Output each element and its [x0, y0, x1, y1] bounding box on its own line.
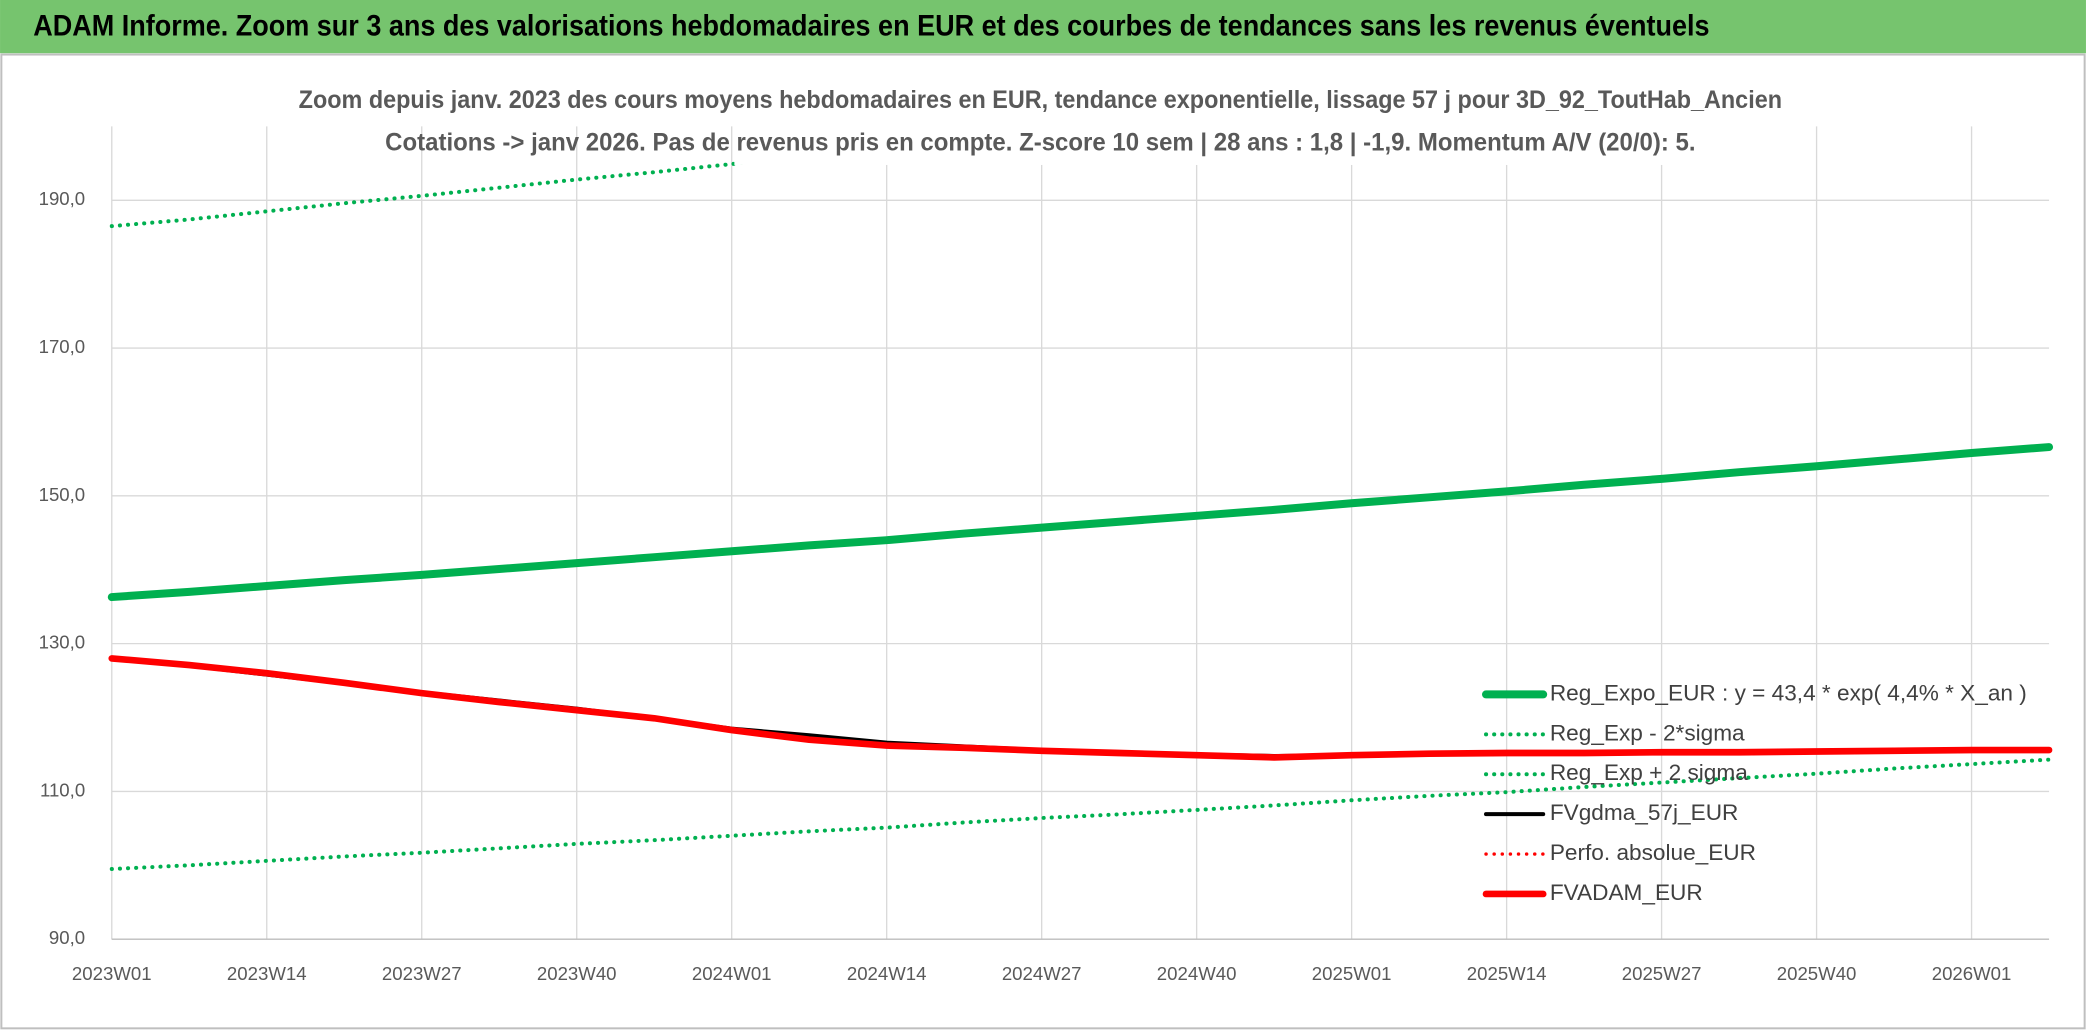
legend-label: Reg_Expo_EUR : y = 43,4 * exp( 4,4% * X_…	[1550, 680, 2027, 705]
x-tick-label: 2023W27	[382, 963, 462, 984]
series-line	[108, 655, 2053, 761]
x-tick-label: 2024W14	[847, 963, 927, 984]
x-tick-label: 2026W01	[1932, 963, 2012, 984]
y-tick-label: 190,0	[39, 188, 86, 209]
y-tick-label: 90,0	[49, 927, 85, 948]
x-tick-label: 2025W27	[1622, 963, 1702, 984]
legend: Reg_Expo_EUR : y = 43,4 * exp( 4,4% * X_…	[1482, 680, 2027, 905]
series	[108, 655, 2053, 761]
x-tick-label: 2025W40	[1777, 963, 1857, 984]
y-tick-label: 150,0	[39, 484, 86, 505]
x-tick-label: 2023W40	[537, 963, 617, 984]
series-line	[107, 443, 2054, 602]
x-tick-label: 2023W14	[227, 963, 307, 984]
y-tick-label: 110,0	[40, 779, 85, 800]
legend-label: FVgdma_57j_EUR	[1550, 800, 1739, 825]
chart-title: Zoom depuis janv. 2023 des cours moyens …	[299, 86, 1782, 114]
title-backdrop	[734, 77, 1788, 165]
x-tick-label: 2023W01	[72, 963, 152, 984]
series	[107, 443, 2054, 602]
x-tick-label: 2025W01	[1312, 963, 1392, 984]
chart-frame	[0, 53, 2086, 1030]
x-tick-label: 2024W27	[1002, 963, 1082, 984]
y-tick-label: 130,0	[39, 632, 86, 653]
y-tick-label: 170,0	[39, 336, 86, 357]
series	[109, 757, 2052, 872]
series-line	[109, 757, 2052, 872]
x-tick-label: 2024W01	[692, 963, 772, 984]
x-tick-label: 2024W40	[1157, 963, 1237, 984]
header-bar	[0, 0, 2086, 54]
x-tick-label: 2025W14	[1467, 963, 1547, 984]
legend-label: Reg_Exp + 2 sigma	[1550, 760, 1748, 785]
header-title: ADAM Informe. Zoom sur 3 ans des valoris…	[33, 11, 1709, 43]
chart-subtitle: Cotations -> janv 2026. Pas de revenus p…	[385, 128, 1695, 156]
legend-label: FVADAM_EUR	[1550, 880, 1703, 905]
legend-label: Reg_Exp - 2*sigma	[1550, 720, 1745, 745]
legend-label: Perfo. absolue_EUR	[1550, 840, 1756, 865]
